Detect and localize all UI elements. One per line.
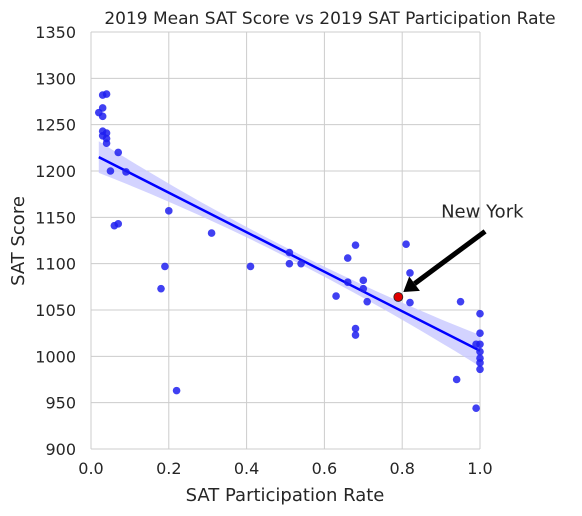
- y-axis-label: SAT Score: [8, 196, 29, 286]
- x-tick-label: 0.6: [312, 459, 337, 478]
- data-point: [351, 324, 360, 333]
- y-tick-label: 1200: [35, 162, 76, 181]
- x-axis-label: SAT Participation Rate: [186, 485, 385, 506]
- data-point: [165, 207, 173, 215]
- plot-background: [91, 32, 480, 449]
- data-point: [456, 297, 465, 306]
- data-point: [402, 240, 410, 249]
- annotation-arrowhead: [403, 276, 420, 292]
- data-point: [476, 347, 484, 356]
- data-point: [98, 104, 107, 112]
- x-tick-label: 0.2: [156, 459, 181, 478]
- annotation-arrow: [413, 229, 487, 286]
- data-points: [94, 90, 484, 413]
- data-point: [98, 112, 107, 121]
- x-tick-label: 1.0: [467, 459, 492, 478]
- data-point: [343, 278, 352, 287]
- data-point: [157, 284, 165, 293]
- x-tick-label: 0.8: [389, 459, 414, 478]
- data-point: [285, 248, 294, 257]
- y-tick-label: 1300: [35, 69, 76, 88]
- data-point: [359, 276, 368, 285]
- grid-lines: [90, 31, 481, 450]
- data-point: [114, 220, 123, 228]
- highlight-point: [393, 292, 404, 302]
- data-point: [246, 262, 255, 271]
- data-point: [102, 90, 111, 98]
- data-point: [332, 292, 340, 300]
- y-tick-label: 950: [45, 394, 76, 413]
- data-point: [207, 229, 216, 237]
- chart-title: 2019 Mean SAT Score vs 2019 SAT Particip…: [104, 9, 555, 29]
- y-tick-label: 1150: [35, 208, 76, 227]
- tick-labels: 0.0 0.2 0.4 0.6 0.8 1.0 900 950 1000 1050 1100 1150…: [35, 23, 492, 478]
- x-tick-label: 0.4: [234, 459, 259, 478]
- data-point: [106, 167, 115, 175]
- annotation-label: New York: [441, 201, 524, 222]
- y-tick-label: 900: [45, 440, 76, 459]
- data-point: [476, 340, 484, 349]
- data-point: [161, 262, 169, 271]
- data-point: [452, 375, 461, 384]
- data-point: [285, 259, 294, 268]
- data-point: [406, 269, 414, 277]
- highlight-annotation: New York: [393, 201, 524, 302]
- data-point: [476, 365, 484, 374]
- y-tick-label: 1250: [35, 116, 76, 135]
- y-tick-label: 1000: [35, 347, 76, 366]
- data-point: [114, 148, 123, 157]
- data-point: [102, 139, 111, 147]
- data-point: [297, 259, 305, 268]
- data-point: [351, 241, 360, 249]
- data-point: [363, 297, 371, 306]
- data-point: [472, 404, 480, 413]
- data-point: [406, 298, 414, 307]
- data-point: [351, 331, 360, 339]
- x-tick-label: 0.0: [78, 459, 103, 478]
- data-point: [476, 309, 484, 318]
- y-tick-label: 1350: [35, 23, 76, 42]
- data-point: [476, 329, 484, 337]
- y-tick-label: 1050: [35, 301, 76, 320]
- data-point: [122, 168, 130, 176]
- data-point: [343, 254, 352, 262]
- data-point: [172, 386, 181, 395]
- y-tick-label: 1100: [35, 255, 76, 274]
- data-point: [359, 284, 368, 293]
- data-point: [476, 359, 484, 367]
